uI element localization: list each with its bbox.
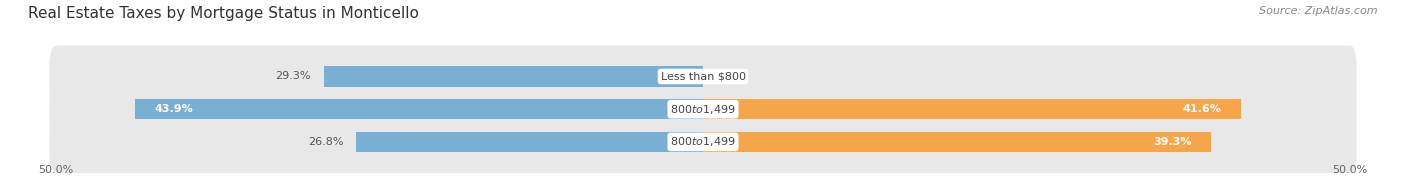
FancyBboxPatch shape (49, 111, 1357, 173)
Bar (703, 132, 1212, 152)
Bar (703, 99, 1241, 119)
Text: Less than $800: Less than $800 (661, 72, 745, 82)
Text: Source: ZipAtlas.com: Source: ZipAtlas.com (1260, 6, 1378, 16)
Text: 29.3%: 29.3% (276, 72, 311, 82)
Text: 39.3%: 39.3% (1153, 137, 1192, 147)
Text: 43.9%: 43.9% (155, 104, 193, 114)
Text: Real Estate Taxes by Mortgage Status in Monticello: Real Estate Taxes by Mortgage Status in … (28, 6, 419, 21)
Text: 26.8%: 26.8% (308, 137, 343, 147)
Text: 0.0%: 0.0% (716, 72, 744, 82)
Bar (323, 66, 703, 87)
FancyBboxPatch shape (49, 78, 1357, 140)
Text: $800 to $1,499: $800 to $1,499 (671, 103, 735, 116)
FancyBboxPatch shape (49, 45, 1357, 108)
Legend: Without Mortgage, With Mortgage: Without Mortgage, With Mortgage (588, 191, 818, 195)
Bar (356, 132, 703, 152)
Text: $800 to $1,499: $800 to $1,499 (671, 135, 735, 148)
Bar (135, 99, 703, 119)
Text: 41.6%: 41.6% (1182, 104, 1222, 114)
